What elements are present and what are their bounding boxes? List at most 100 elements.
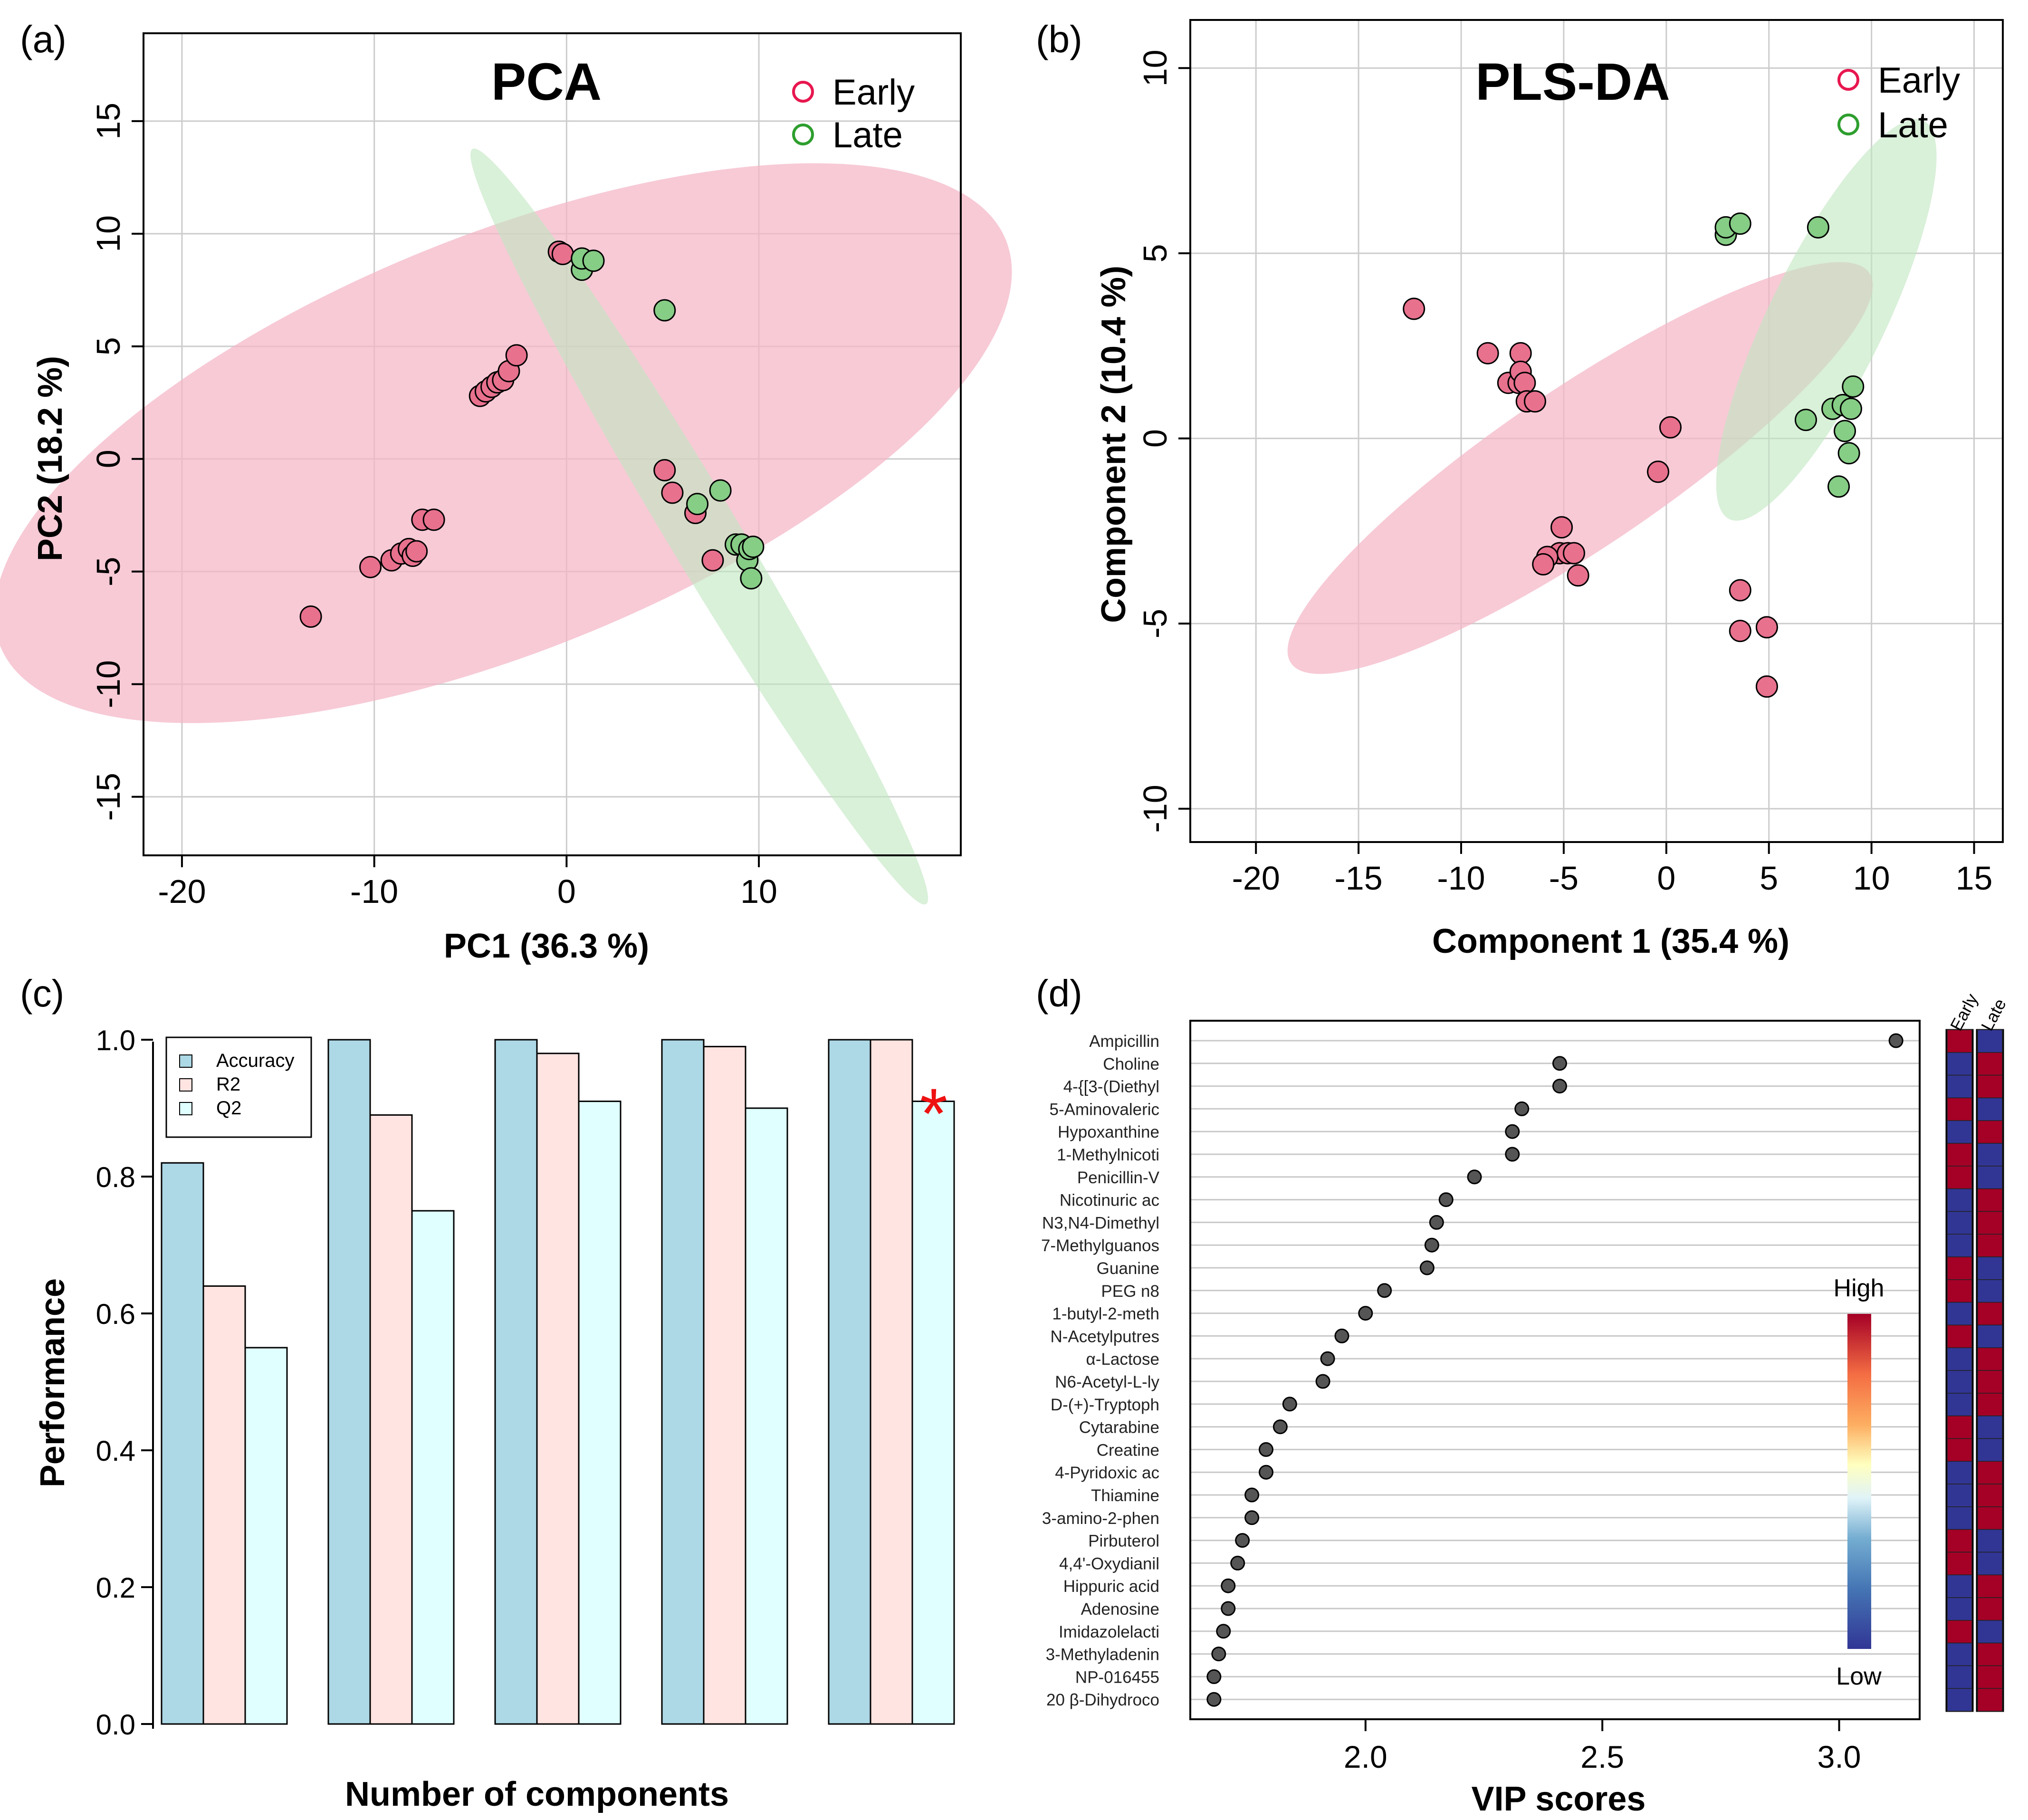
plsda-x-tick-label: -20 <box>1232 860 1280 897</box>
vip-point <box>1221 1578 1236 1593</box>
performance-legend-accuracy-label: Accuracy <box>216 1050 295 1071</box>
heatmap-cell-early <box>1947 1234 1972 1257</box>
bar-accuracy <box>327 1039 371 1725</box>
plsda-y-tick-label: 5 <box>1137 244 1174 262</box>
performance-y-tick-label: 0.6 <box>96 1298 135 1330</box>
vip-point <box>1419 1260 1435 1275</box>
vip-point <box>1221 1601 1236 1616</box>
plsda-ellipse-early <box>1287 262 1873 674</box>
plsda-legend-late-label: Late <box>1878 105 1948 145</box>
vip-feature-label: Adenosine <box>1081 1600 1159 1619</box>
plsda-x-ticks: -20 -15 -10 -5 0 5 10 15 <box>1232 842 1992 897</box>
pca-point-early <box>405 540 428 563</box>
vip-feature-label: Pirbuterol <box>1088 1532 1159 1551</box>
vip-point <box>1514 1101 1530 1116</box>
pca-y-axis-label: PC2 (18.2 %) <box>31 356 69 561</box>
heatmap-cell-late <box>1977 1302 2003 1326</box>
pca-point-early <box>653 459 676 482</box>
vip-point <box>1552 1056 1567 1071</box>
pca-x-tick-label: 10 <box>740 873 777 910</box>
vip-feature-label: N-Acetylputres <box>1050 1327 1159 1346</box>
heatmap-cell-early <box>1947 1188 1972 1212</box>
heatmap-cell-late <box>1977 1461 2003 1485</box>
vip-feature-label: N6-Acetyl-L-ly <box>1055 1373 1159 1391</box>
plsda-point-late <box>1794 409 1817 431</box>
plsda-point-early <box>1532 553 1555 576</box>
plsda-point-early <box>1513 372 1536 394</box>
bar-r2 <box>536 1053 580 1725</box>
heatmap-cell-early <box>1947 1074 1972 1099</box>
vip-x-tick-label: 3.0 <box>1818 1739 1861 1774</box>
pca-plot-frame <box>143 32 962 856</box>
vip-point <box>1429 1215 1444 1230</box>
performance-y-tick-label: 1.0 <box>96 1025 135 1056</box>
vip-point <box>1320 1351 1335 1366</box>
vip-point <box>1505 1147 1520 1162</box>
bar-q2 <box>411 1210 455 1725</box>
pca-point-late <box>686 493 709 516</box>
vip-feature-label: 20 β-Dihydroco <box>1046 1691 1159 1709</box>
pca-legend-early-marker <box>792 81 814 103</box>
heatmap-cell-late <box>1977 1120 2003 1144</box>
plsda-y-ticks: -10 -5 0 5 10 <box>1137 49 1190 833</box>
heatmap-cell-late <box>1977 1052 2003 1076</box>
plsda-points <box>1403 212 1865 698</box>
vip-feature-label: 4,4'-Oxydianil <box>1059 1554 1159 1573</box>
heatmap-cell-late <box>1977 1211 2003 1235</box>
performance-y-axis-label: Performance <box>34 1278 72 1487</box>
plsda-point-early <box>1659 416 1682 439</box>
heatmap-cell-late <box>1977 1665 2003 1689</box>
bar-q2 <box>244 1347 288 1725</box>
pca-point-early <box>422 508 445 531</box>
pca-point-early <box>701 549 724 572</box>
vip-feature-label: 4-{[3-(Diethyl <box>1063 1078 1159 1096</box>
pca-point-late <box>742 536 765 558</box>
pca-point-late <box>709 479 732 502</box>
vip-feature-label: Hippuric acid <box>1063 1577 1159 1596</box>
vip-feature-label: 7-Methylguanos <box>1041 1236 1159 1255</box>
plsda-point-early <box>1476 342 1499 364</box>
bar-r2 <box>202 1285 246 1725</box>
bar-q2 <box>578 1101 622 1725</box>
plsda-legend-early-marker <box>1837 69 1859 91</box>
vip-colorbar: High Low <box>1834 1274 1885 1690</box>
bar-accuracy <box>661 1039 705 1725</box>
plsda-y-tick-label: -10 <box>1137 785 1174 833</box>
vip-point <box>1424 1237 1439 1253</box>
heatmap-cell-late <box>1977 1347 2003 1371</box>
performance-bars <box>161 1039 955 1725</box>
plsda-plot-frame <box>1189 19 2004 843</box>
pca-legend-late-marker <box>792 124 814 145</box>
heatmap-cell-early <box>1947 1552 1972 1575</box>
vip-feature-label: 4-Pyridoxic ac <box>1055 1464 1159 1482</box>
vip-x-ticks: 2.0 2.5 3.0 <box>1344 1719 1861 1774</box>
performance-x-axis-label: Number of components <box>345 1775 729 1813</box>
vip-panel: Ampicillin Choline 4-{[3-(Diethyl 5-Aminova… <box>1041 990 2010 1818</box>
vip-point <box>1244 1487 1260 1503</box>
vip-point <box>1235 1533 1250 1548</box>
plsda-point-late <box>1834 420 1856 442</box>
heatmap-cell-late <box>1977 1620 2003 1644</box>
plsda-point-early <box>1755 675 1778 698</box>
vip-point <box>1272 1419 1288 1435</box>
heatmap-cell-late <box>1977 1688 2003 1712</box>
heatmap-cell-late <box>1977 1074 2003 1099</box>
heatmap-cell-early <box>1947 1097 1972 1121</box>
pca-y-tick-label: -5 <box>90 557 127 586</box>
pca-point-late <box>582 249 605 272</box>
heatmap-cell-early <box>1947 1461 1972 1485</box>
pca-point-early <box>661 481 684 504</box>
pca-ellipse-late <box>470 148 928 905</box>
plsda-legend-late-marker <box>1837 114 1859 135</box>
bar-accuracy <box>494 1039 538 1725</box>
plsda-ellipse-late <box>1716 119 1937 521</box>
heatmap-cell-early <box>1947 1120 1972 1144</box>
plsda-x-tick-label: -15 <box>1335 860 1383 897</box>
vip-plot-frame <box>1189 1020 1921 1720</box>
heatmap-cell-early <box>1947 1506 1972 1530</box>
heatmap-cell-early <box>1947 1211 1972 1235</box>
vip-point <box>1206 1669 1222 1684</box>
vip-feature-label: Guanine <box>1097 1259 1159 1278</box>
plsda-ellipses <box>1287 119 1937 674</box>
